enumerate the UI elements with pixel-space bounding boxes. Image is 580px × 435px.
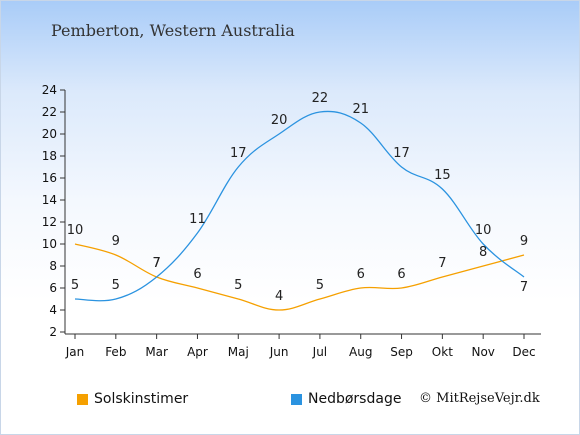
y-tick-label: 18: [42, 149, 57, 163]
chart-title: Pemberton, Western Australia: [51, 21, 295, 40]
x-tick-label: Feb: [105, 345, 126, 359]
data-label-nedborsdage: 5: [71, 278, 79, 293]
data-label-nedborsdage: 5: [112, 278, 120, 293]
y-tick-label: 20: [42, 127, 57, 141]
y-tick-label: 8: [49, 259, 57, 273]
x-tick-label: Okt: [432, 345, 453, 359]
x-tick-label: Mar: [145, 345, 168, 359]
data-label-nedborsdage: 17: [230, 146, 247, 161]
y-tick-label: 22: [42, 105, 57, 119]
x-tick-label: Jan: [65, 345, 85, 359]
legend-item-nedborsdage: Nedbørsdage: [291, 391, 401, 407]
data-label-solskinstimer: 7: [438, 256, 446, 271]
data-label-nedborsdage: 17: [393, 146, 410, 161]
x-tick-label: Sep: [390, 345, 413, 359]
legend-swatch-solskinstimer: [77, 393, 88, 405]
data-label-solskinstimer: 4: [275, 289, 283, 304]
data-label-solskinstimer: 5: [316, 278, 324, 293]
data-label-solskinstimer: 9: [520, 234, 528, 249]
y-tick-label: 6: [49, 281, 57, 295]
x-tick-label: Apr: [187, 345, 208, 359]
x-tick-label: Jul: [312, 345, 327, 359]
data-label-solskinstimer: 10: [67, 223, 84, 238]
data-label-solskinstimer: 5: [234, 278, 242, 293]
data-label-nedborsdage: 7: [152, 256, 160, 271]
y-tick-label: 4: [49, 303, 57, 317]
data-label-solskinstimer: 6: [397, 267, 405, 282]
legend-label-solskinstimer: Solskinstimer: [94, 391, 189, 407]
legend-item-solskinstimer: Solskinstimer: [77, 391, 188, 407]
data-label-nedborsdage: 15: [434, 168, 451, 183]
legend-swatch-nedborsdage: [291, 393, 302, 405]
copyright-credit: © MitRejseVejr.dk: [419, 391, 540, 406]
x-tick-label: Maj: [228, 345, 249, 359]
data-label-nedborsdage: 10: [475, 223, 492, 238]
y-tick-label: 12: [42, 215, 57, 229]
y-tick-label: 14: [42, 193, 57, 207]
series-line-solskinstimer: [74, 243, 525, 311]
data-label-solskinstimer: 7: [152, 256, 160, 271]
x-tick-label: Aug: [349, 345, 372, 359]
data-label-nedborsdage: 20: [271, 113, 288, 128]
data-label-nedborsdage: 21: [352, 102, 369, 117]
y-tick-label: 2: [49, 325, 57, 339]
y-tick-label: 24: [42, 83, 57, 97]
data-label-solskinstimer: 6: [357, 267, 365, 282]
data-label-nedborsdage: 7: [520, 280, 528, 295]
data-label-solskinstimer: 8: [479, 245, 487, 260]
series-lines: [74, 110, 525, 311]
series-line-nedborsdage: [74, 110, 525, 302]
x-tick-label: Nov: [471, 345, 494, 359]
y-tick-label: 16: [42, 171, 57, 185]
data-label-nedborsdage: 11: [189, 212, 206, 227]
x-tick-label: Dec: [512, 345, 535, 359]
data-label-nedborsdage: 22: [312, 91, 329, 106]
y-tick-label: 10: [42, 237, 57, 251]
data-label-solskinstimer: 6: [193, 267, 201, 282]
data-label-solskinstimer: 9: [112, 234, 120, 249]
x-tick-label: Jun: [269, 345, 289, 359]
legend-label-nedborsdage: Nedbørsdage: [308, 391, 402, 407]
